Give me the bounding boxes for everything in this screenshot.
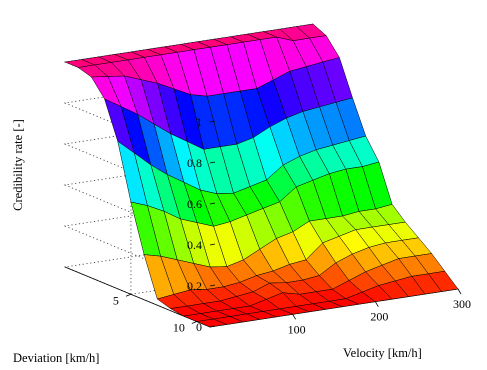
z-axis-label: Credibility rate [-]: [11, 119, 25, 211]
z-tick-mark: [209, 325, 216, 328]
z-tick-mark: [209, 202, 216, 205]
z-tick-label: 0.8: [187, 156, 202, 170]
z-tick-label: 1: [196, 115, 202, 129]
surface-patch: [196, 318, 227, 328]
velocity-axis-label: Velocity [km/h]: [343, 346, 422, 360]
velocity-tick-label: 100: [288, 322, 306, 336]
z-tick-label: 0.2: [187, 279, 202, 293]
z-tick-label: 0.6: [187, 197, 202, 211]
velocity-tick-label: 300: [453, 297, 471, 311]
velocity-tick-mark: [292, 314, 297, 320]
deviation-tick-mark: [125, 293, 132, 297]
deviation-tick-mark: [191, 321, 197, 324]
velocity-tick-mark: [374, 301, 379, 307]
z-tick-mark: [209, 120, 216, 123]
z-tick-mark: [209, 161, 216, 164]
tick-layer: 0 0.2 0.4 0.6 0.8 1 100 200 300 5 10: [113, 115, 471, 336]
deviation-axis-label: Deviation [km/h]: [13, 351, 99, 365]
velocity-tick-label: 200: [370, 310, 388, 324]
velocity-tick-mark: [457, 288, 462, 295]
deviation-tick-label: 10: [173, 321, 185, 335]
z-tick-mark: [209, 284, 216, 287]
z-tick-mark: [209, 243, 216, 246]
z-tick-label: 0.4: [187, 238, 202, 252]
deviation-tick-label: 5: [113, 293, 119, 307]
z-tick-label: 0: [196, 320, 202, 334]
surface-layer: [64, 23, 459, 328]
